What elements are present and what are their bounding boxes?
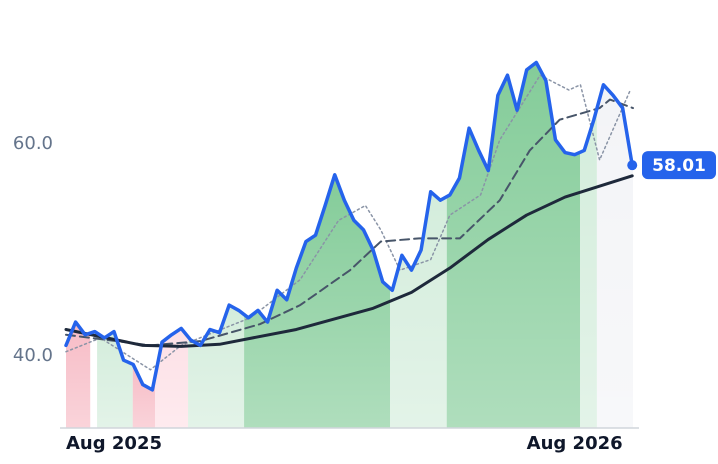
- trend-band-fade: [596, 84, 633, 428]
- series-line: [64, 174, 634, 348]
- trend-band-fade: [97, 331, 133, 428]
- trend-band-fade: [244, 174, 390, 428]
- series-line: [65, 98, 634, 347]
- x-tick-label: Aug 2025: [66, 433, 162, 454]
- value-badge-label: 58.01: [652, 156, 706, 176]
- trend-band-fade: [390, 191, 447, 428]
- y-tick-label: 60.0: [13, 133, 53, 154]
- trend-band-fade: [188, 305, 245, 428]
- y-tick-label: 40.0: [13, 345, 53, 366]
- trend-band-fade: [580, 108, 597, 428]
- series-line: [64, 60, 634, 392]
- value-badge: [642, 151, 716, 180]
- trend-band-fade: [155, 328, 189, 428]
- x-tick-label: Aug 2026: [527, 433, 623, 454]
- last-point: [627, 160, 638, 171]
- trend-band-fade: [132, 364, 156, 428]
